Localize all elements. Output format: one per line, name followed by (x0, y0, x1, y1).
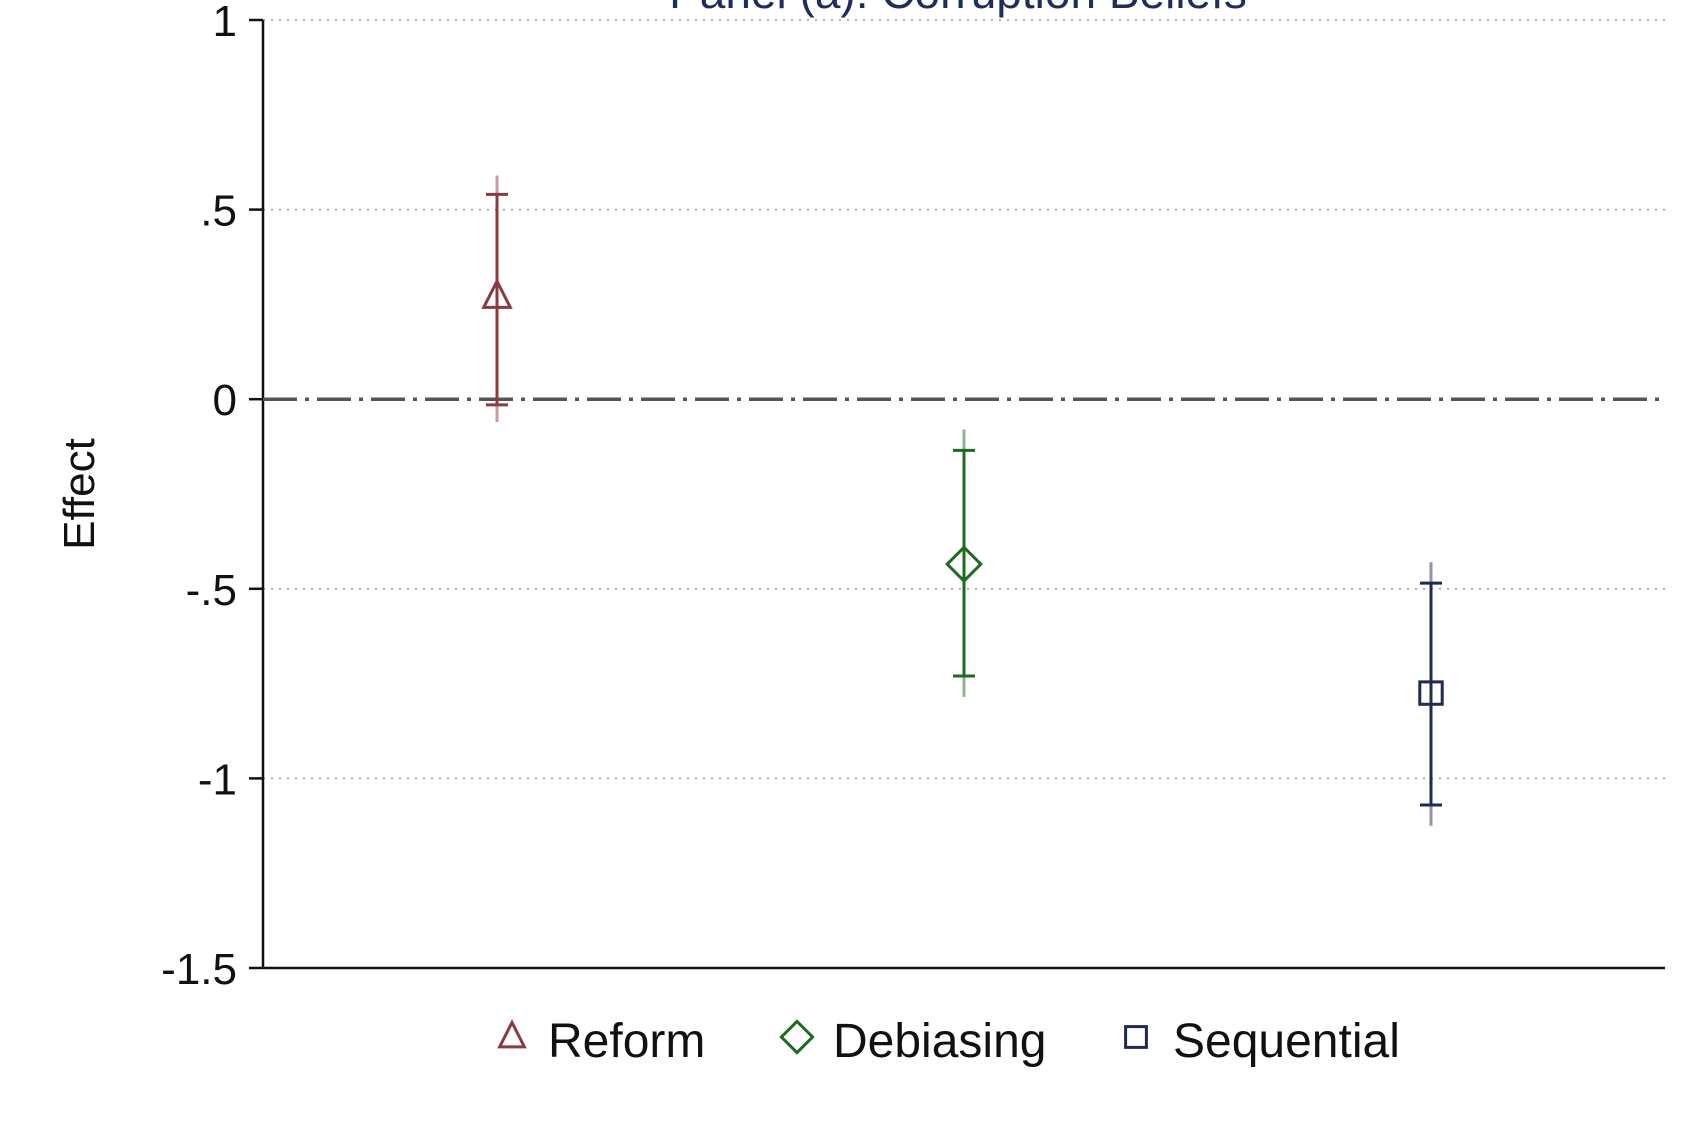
point-estimate-marker (945, 545, 983, 584)
point-estimate-marker (1418, 680, 1444, 706)
y-ticks: 1 .5 0 -.5 -1 -1.5 (161, 0, 263, 994)
series-layer (481, 175, 1444, 826)
legend-item-reform: Reform (497, 1015, 705, 1068)
series-reform (481, 175, 513, 422)
legend: Reform Debiasing Sequential (497, 1015, 1400, 1068)
y-axis-title: Effect (55, 438, 104, 550)
y-tick-label: -.5 (186, 566, 237, 615)
legend-item-sequential: Sequential (1124, 1015, 1400, 1068)
y-tick-label: 1 (213, 0, 237, 46)
y-tick-label: 0 (213, 376, 237, 425)
series-sequential (1418, 562, 1444, 826)
y-tick-label: .5 (200, 187, 237, 236)
legend-marker (779, 1019, 815, 1055)
legend-item-debiasing: Debiasing (779, 1015, 1046, 1068)
legend-label: Debiasing (833, 1015, 1046, 1068)
legend-marker (497, 1019, 527, 1049)
legend-label: Reform (548, 1015, 705, 1068)
axes (261, 20, 1665, 970)
legend-marker (1124, 1025, 1148, 1049)
point-estimate-marker (481, 277, 513, 309)
y-tick-label: -1.5 (161, 945, 237, 994)
series-debiasing (945, 429, 983, 697)
y-tick-label: -1 (198, 755, 237, 804)
legend-label: Sequential (1173, 1015, 1400, 1068)
chart-title: Panel (a): Corruption Beliefs (669, 0, 1247, 18)
